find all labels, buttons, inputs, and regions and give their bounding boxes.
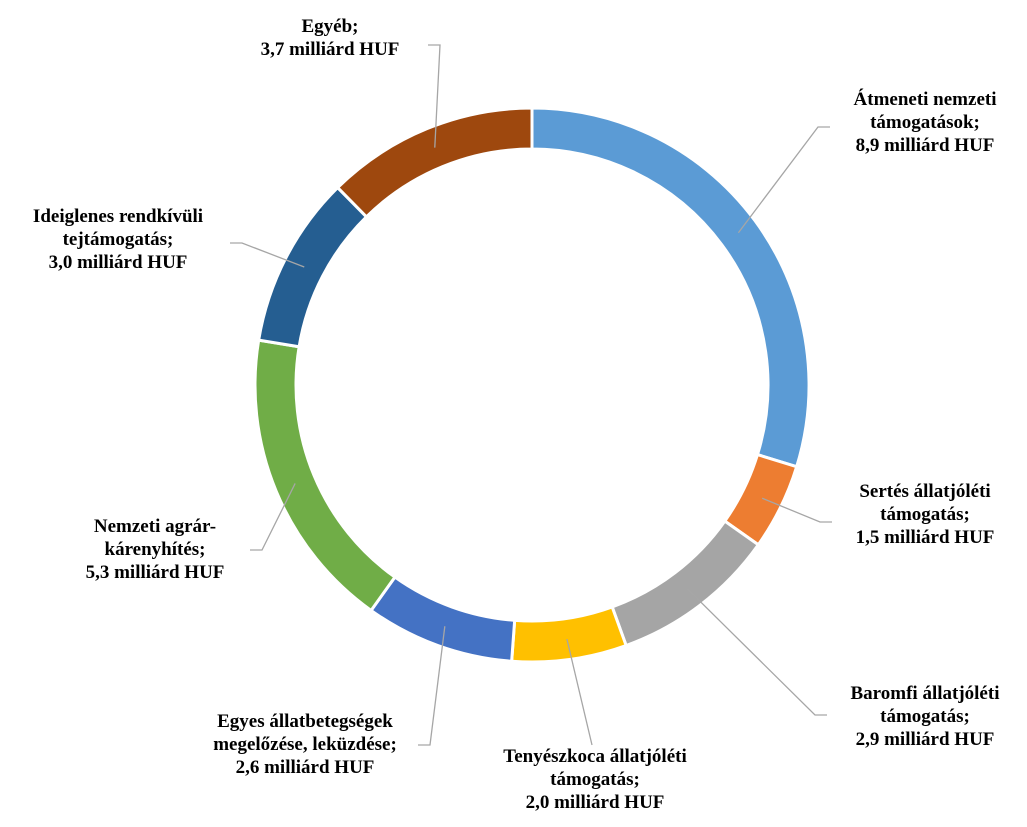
- donut-segment: [610, 519, 761, 648]
- data-label: Baromfi állatjóléti támogatás; 2,9 milliá…: [825, 682, 1025, 751]
- category-label: Egyéb;: [301, 16, 359, 37]
- donut-segment: [256, 185, 369, 349]
- value-label: 3,0 milliárd HUF: [48, 252, 188, 273]
- value-label: 1,5 milliárd HUF: [855, 527, 995, 548]
- leader-line: [566, 638, 593, 746]
- data-label: Átmeneti nemzeti támogatások; 8,9 milliár…: [825, 88, 1025, 157]
- category-label: Egyes állatbetegségek megelőzése, leküzd…: [213, 711, 397, 755]
- category-label: Ideiglenes rendkívüli tejtámogatás;: [32, 206, 204, 250]
- leader-line: [250, 483, 296, 551]
- category-label: Sertés állatjóléti támogatás;: [859, 481, 991, 525]
- donut-segment: [368, 574, 517, 663]
- value-label: 2,0 milliárd HUF: [525, 792, 665, 813]
- value-label: 3,7 milliárd HUF: [260, 39, 400, 60]
- leader-line: [737, 126, 830, 234]
- value-label: 8,9 milliárd HUF: [855, 135, 995, 156]
- data-label: Nemzeti agrár-kárenyhítés; 5,3 milliárd H…: [75, 515, 235, 584]
- leader-line: [687, 588, 827, 716]
- data-label: Tenyészkoca állatjóléti támogatás; 2,0 mi…: [470, 745, 720, 814]
- data-label: Egyéb; 3,7 milliárd HUF: [235, 15, 425, 61]
- data-label: Ideiglenes rendkívüli tejtámogatás; 3,0 m…: [11, 205, 226, 274]
- value-label: 2,9 milliárd HUF: [855, 729, 995, 750]
- donut-segment: [510, 605, 629, 664]
- category-label: Átmeneti nemzeti támogatások;: [853, 89, 997, 133]
- donut-segment: [530, 106, 811, 469]
- value-label: 2,6 milliárd HUF: [235, 757, 375, 778]
- category-label: Tenyészkoca állatjóléti támogatás;: [503, 746, 687, 790]
- value-label: 5,3 milliárd HUF: [85, 562, 225, 583]
- data-label: Sertés állatjóléti támogatás; 1,5 milliár…: [825, 480, 1025, 549]
- data-label: Egyes állatbetegségek megelőzése, leküzd…: [180, 710, 430, 779]
- donut-segment: [335, 106, 534, 219]
- category-label: Baromfi állatjóléti támogatás;: [850, 683, 1000, 727]
- donut-segment: [253, 338, 397, 613]
- leader-line: [418, 626, 446, 746]
- leader-line: [428, 44, 441, 148]
- category-label: Nemzeti agrár-kárenyhítés;: [93, 516, 217, 560]
- leader-line: [230, 242, 305, 268]
- leader-line: [761, 497, 832, 523]
